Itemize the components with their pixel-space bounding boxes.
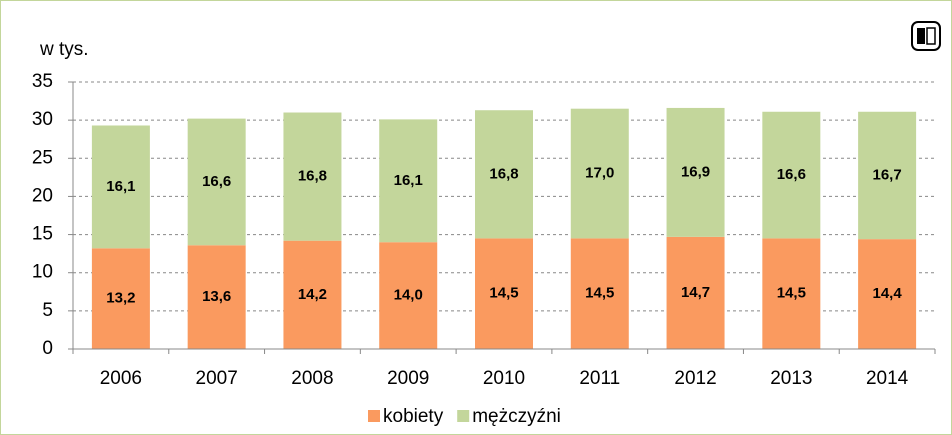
data-label: 14,0 [394, 287, 423, 304]
y-tick-label: 10 [32, 262, 53, 283]
data-label: 16,6 [202, 173, 231, 190]
bar-segment [283, 112, 342, 241]
bar-segment [283, 240, 342, 349]
x-tick-label: 2009 [387, 368, 429, 389]
bar-segment [379, 242, 438, 349]
data-label: 16,8 [298, 168, 327, 185]
x-tick-label: 2014 [866, 368, 909, 389]
bar-segment [762, 111, 821, 239]
data-label: 14,7 [681, 284, 710, 301]
y-tick-label: 25 [32, 147, 53, 168]
data-label: 16,8 [489, 165, 518, 182]
y-tick-label: 30 [32, 109, 53, 130]
bar-segment [570, 238, 629, 349]
x-tick-label: 2012 [674, 368, 716, 389]
bar-segment [379, 119, 438, 243]
data-label: 14,5 [489, 285, 518, 302]
data-label: 14,5 [777, 285, 806, 302]
bar-segment [475, 238, 533, 349]
data-label: 17,0 [585, 165, 614, 182]
legend-label: mężczyźni [472, 406, 561, 427]
bar-segment [475, 110, 533, 239]
bar-segment [666, 236, 725, 349]
bar-segment [666, 107, 725, 237]
x-tick-label: 2008 [291, 368, 333, 389]
x-tick-label: 2011 [579, 368, 620, 389]
legend-swatch [457, 410, 470, 422]
data-label: 16,6 [777, 166, 806, 183]
data-label: 14,2 [298, 286, 327, 303]
y-tick-label: 15 [32, 224, 53, 245]
bar-segment [762, 238, 821, 349]
data-label: 16,1 [394, 172, 423, 189]
logo [911, 21, 941, 51]
bar-segment [858, 111, 917, 240]
y-tick-label: 5 [42, 300, 53, 321]
x-tick-label: 2007 [196, 368, 238, 389]
bar-segment [91, 125, 150, 249]
x-tick-label: 2013 [770, 368, 812, 389]
bar-segment [91, 248, 150, 349]
data-label: 16,9 [681, 163, 710, 180]
axis-label: w tys. [39, 39, 89, 60]
data-label: 16,1 [106, 178, 135, 195]
bar-segment [858, 239, 917, 349]
bar-segment [187, 118, 246, 246]
bar-segment [570, 108, 629, 239]
data-label: 16,7 [873, 166, 902, 183]
x-tick-label: 2006 [100, 368, 142, 389]
data-label: 13,2 [106, 290, 135, 307]
y-tick-label: 0 [42, 338, 53, 359]
legend-swatch [368, 410, 380, 422]
data-label: 14,5 [585, 285, 614, 302]
data-label: 14,4 [873, 285, 903, 302]
bar-segment [187, 245, 246, 349]
y-tick-label: 35 [32, 71, 53, 92]
y-tick-label: 20 [32, 185, 53, 206]
legend-label: kobiety [383, 406, 444, 427]
data-label: 13,6 [202, 288, 231, 305]
x-tick-label: 2010 [483, 368, 525, 389]
